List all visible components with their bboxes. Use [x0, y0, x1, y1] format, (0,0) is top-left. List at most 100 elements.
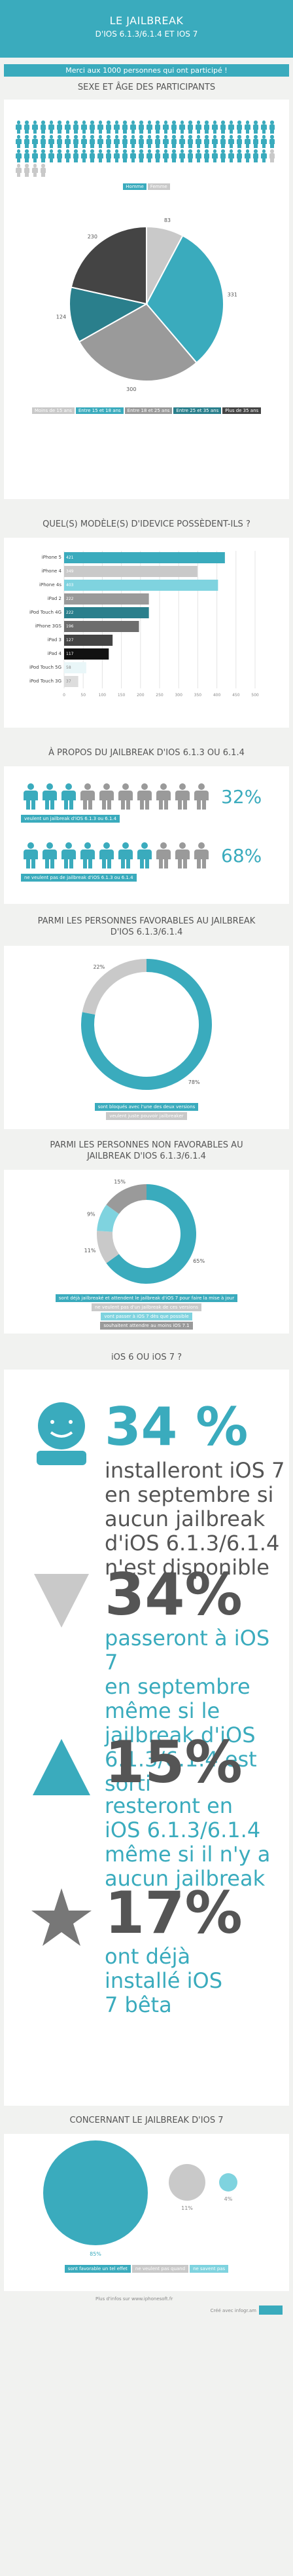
- person-icon: [32, 135, 38, 148]
- ios7-card: 85% 11% 4% sont favorable un tel effet ne v…: [4, 2134, 289, 2291]
- device-bar: [64, 621, 139, 632]
- x-tick-label: 100: [99, 693, 107, 698]
- person-icon: [105, 149, 111, 162]
- x-tick-label: 350: [194, 693, 202, 698]
- pie-value-label: 300: [126, 386, 136, 392]
- donut-value-label: 78%: [188, 1079, 200, 1085]
- ios7-circle: [169, 2164, 205, 2201]
- legend-item: ne veulent pas quand: [131, 2265, 189, 2273]
- ios67-stat-row: 34 % installeront iOS 7 en septembre si auc…: [4, 1396, 289, 1580]
- x-tick-label: 0: [63, 693, 65, 698]
- person-icon: [203, 135, 209, 148]
- device-label: iPod Touch 5G: [29, 665, 61, 670]
- device-label: iPhone 3GS: [35, 624, 62, 629]
- person-icon: [196, 121, 201, 134]
- ios67-stat-text: aucun jailbreak: [105, 1506, 266, 1531]
- ios67-stat-text: même si le: [105, 1698, 220, 1723]
- person-icon: [122, 149, 128, 162]
- person-icon: [81, 149, 87, 162]
- person-icon: [56, 149, 62, 162]
- want-percent: 32%: [221, 785, 262, 808]
- person-icon: [22, 783, 39, 810]
- person-icon: [60, 783, 77, 810]
- person-icon: [252, 149, 258, 162]
- device-bar: [64, 566, 198, 577]
- footer-badge[interactable]: [259, 2305, 283, 2315]
- person-icon: [24, 149, 29, 162]
- triangle-down-icon: [30, 1563, 95, 1731]
- person-icon: [220, 149, 226, 162]
- pie-value-label: 331: [228, 292, 237, 298]
- person-icon: [117, 783, 134, 810]
- device-label: iPhone 4s: [39, 582, 61, 588]
- person-icon: [97, 135, 103, 148]
- donut-segment: [106, 1184, 196, 1284]
- section-title-nonfav: PARMI LES PERSONNES NON FAVORABLES AU JA…: [0, 1140, 293, 1162]
- person-icon: [24, 164, 29, 177]
- device-label: iPhone 5: [42, 555, 61, 560]
- person-icon: [228, 121, 234, 134]
- device-value-label: 127: [66, 638, 74, 643]
- device-value-label: 421: [66, 555, 74, 560]
- pie-value-label: 124: [56, 314, 66, 320]
- ios67-stat-text: installé iOS: [105, 1968, 223, 1993]
- person-icon: [41, 842, 58, 868]
- age-legend-item: Entre 18 et 25 ans: [124, 407, 173, 414]
- dont-people-icons: [21, 842, 211, 868]
- donut-value-label: 15%: [114, 1179, 126, 1185]
- x-tick-label: 500: [251, 693, 259, 698]
- person-icon: [122, 121, 128, 134]
- section-title-favorables: PARMI LES PERSONNES FAVORABLES AU JAILBR…: [0, 916, 293, 938]
- person-icon: [179, 135, 185, 148]
- favorables-title-line2: D'IOS 6.1.3/6.1.4: [110, 927, 183, 937]
- person-icon: [105, 135, 111, 148]
- person-icon: [187, 149, 193, 162]
- person-icon: [65, 121, 71, 134]
- section-title-ios7: CONCERNANT LE JAILBREAK D'IOS 7: [69, 2116, 224, 2125]
- x-tick-label: 450: [232, 693, 240, 698]
- person-icon: [261, 121, 267, 134]
- legend-item: ne savent pas: [190, 2265, 229, 2273]
- ios7-circle: [219, 2173, 237, 2192]
- ios7-circle-label: 11%: [181, 2205, 193, 2211]
- ios67-stat-text: 7 bêta: [105, 1992, 172, 2017]
- want-label: veulent un jailbreak d'iOS 6.1.3 ou 6.1.…: [21, 815, 120, 823]
- person-icon: [81, 121, 87, 134]
- apropos-want-row: 32%: [21, 783, 289, 810]
- person-icon: [130, 121, 136, 134]
- person-icon: [136, 842, 153, 868]
- gender-legend-item: Homme: [123, 183, 146, 190]
- person-icon: [16, 135, 22, 148]
- nonfav-title-line2: JAILBREAK D'IOS 6.1.3/6.1.4: [87, 1151, 206, 1161]
- person-icon: [269, 149, 275, 162]
- donut-value-label: 11%: [84, 1248, 96, 1254]
- ios67-stat-percent: 34 %: [105, 1396, 249, 1457]
- person-icon: [40, 164, 46, 177]
- person-icon: [16, 121, 22, 134]
- person-icon: [220, 121, 226, 134]
- device-bar: [64, 593, 149, 605]
- person-icon: [32, 149, 38, 162]
- age-legend-item: Entre 15 et 18 ans: [75, 407, 124, 414]
- device-value-label: 58: [66, 665, 71, 670]
- person-icon: [81, 135, 87, 148]
- person-icon: [40, 135, 46, 148]
- x-tick-label: 250: [156, 693, 164, 698]
- person-icon: [56, 135, 62, 148]
- ios67-stat-text: même si il n'y a: [105, 1842, 271, 1867]
- age-pie-chart: 83 331 300 124 230: [56, 217, 237, 392]
- person-icon: [174, 842, 191, 868]
- person-icon: [97, 149, 103, 162]
- person-icon: [193, 842, 210, 868]
- person-icon: [48, 135, 54, 148]
- person-icon: [236, 135, 242, 148]
- ios67-stat-text: en septembre: [105, 1674, 250, 1699]
- person-icon: [155, 783, 172, 810]
- donut-segment: [97, 1231, 119, 1263]
- dont-label: ne veulent pas de jailbreak d'iOS 6.1.3 …: [21, 874, 137, 882]
- person-icon: [203, 149, 209, 162]
- nonfav-title-line1: PARMI LES PERSONNES NON FAVORABLES AU: [50, 1140, 243, 1150]
- device-label: iPad 4: [48, 651, 62, 656]
- device-bar: [64, 580, 218, 591]
- header: LE JAILBREAK D'IOS 6.1.3/6.1.4 ET IOS 7: [0, 0, 293, 58]
